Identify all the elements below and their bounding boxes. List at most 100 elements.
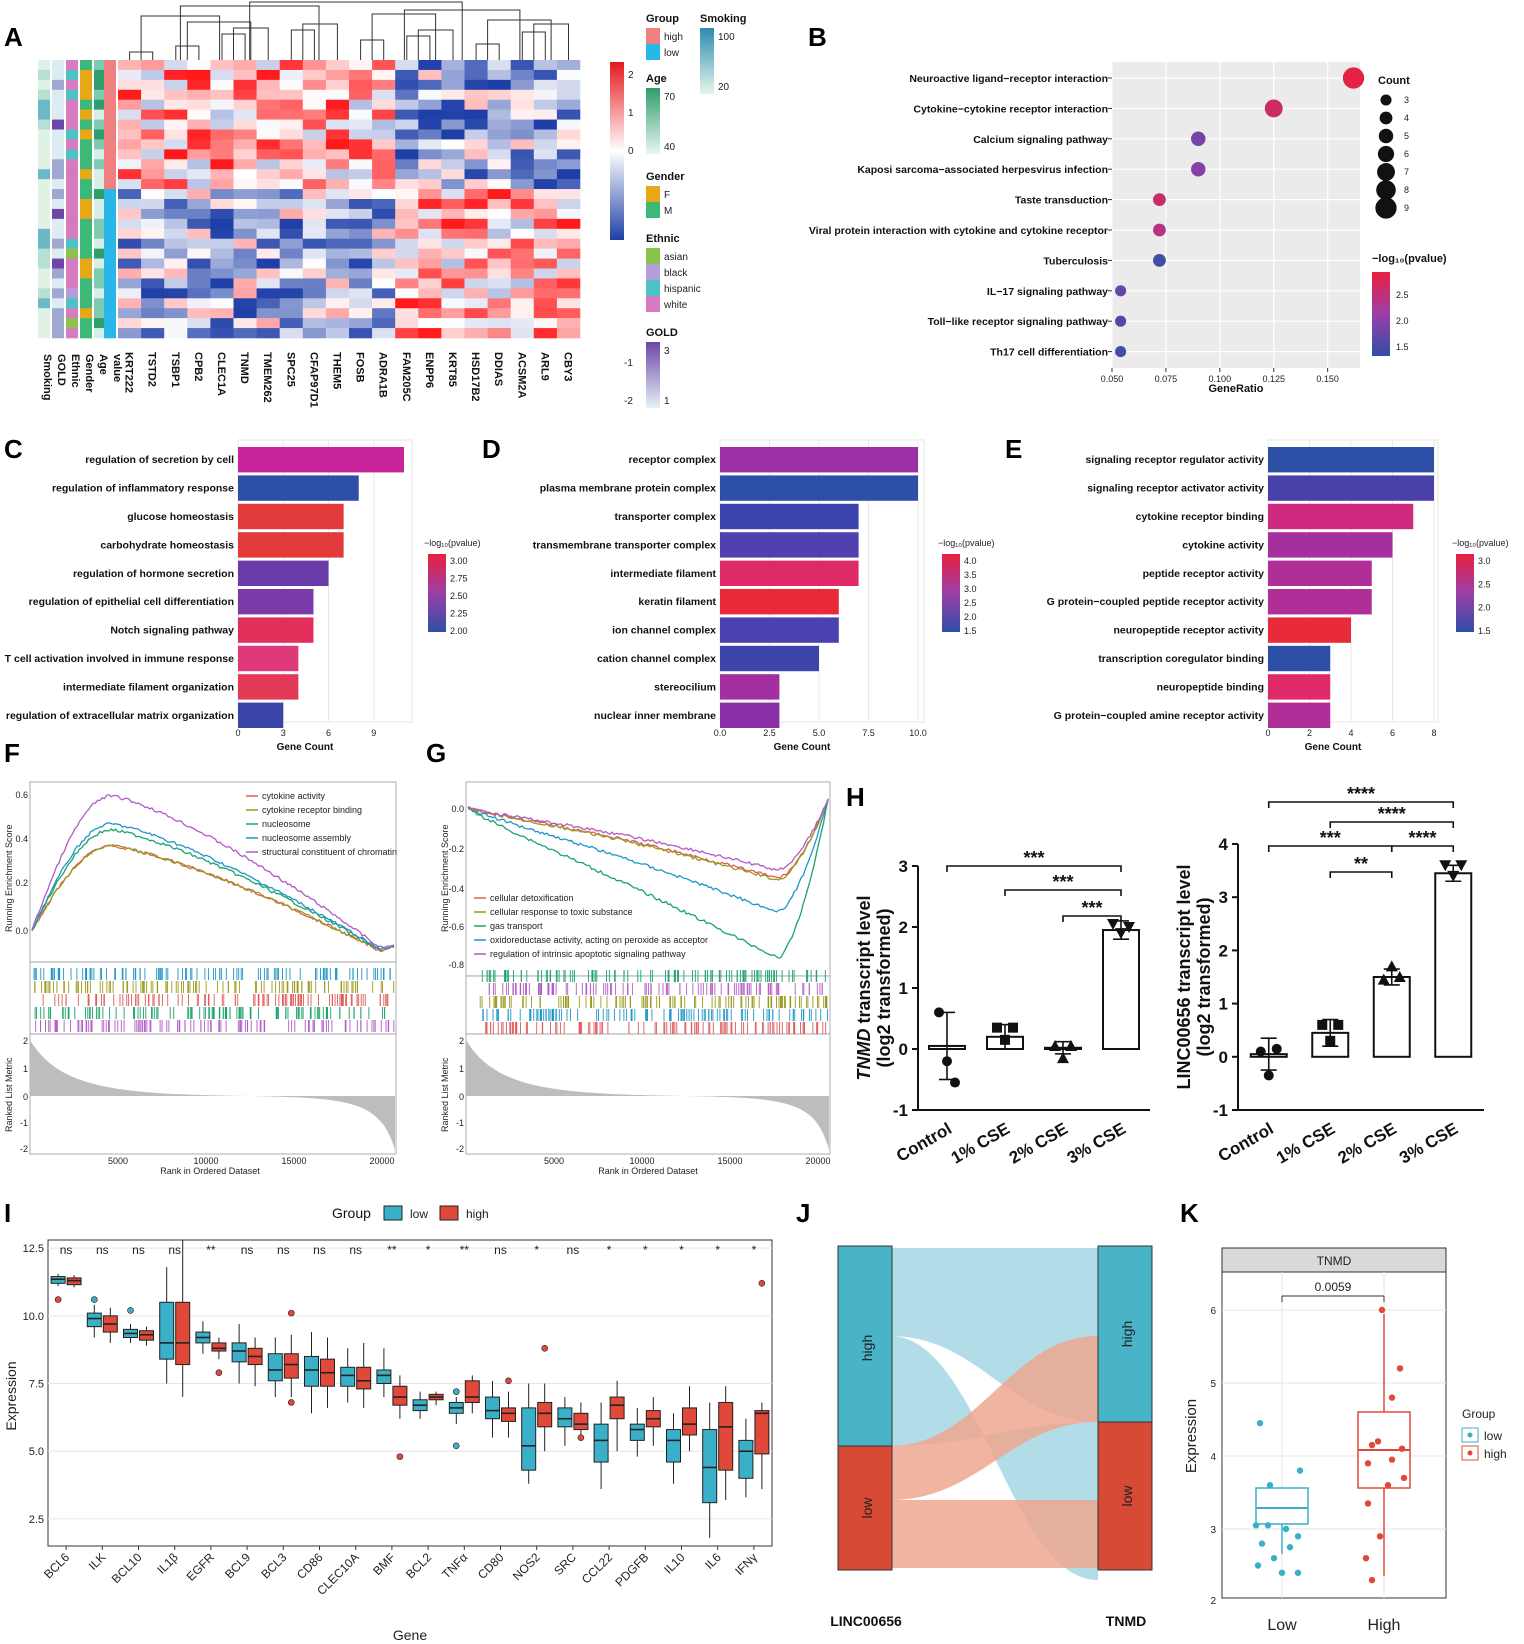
annot-smoking-cell xyxy=(38,328,50,339)
qpcr-point xyxy=(1455,860,1468,872)
qpcr-point xyxy=(942,1056,952,1067)
heatmap-cell xyxy=(164,139,188,150)
heatmap-cell xyxy=(164,199,188,210)
go-category-label: G protein−coupled peptide receptor activ… xyxy=(1047,596,1264,608)
heatmap-cell xyxy=(464,218,488,230)
panel-letter-f: F xyxy=(4,738,20,768)
gene-label: SPC25 xyxy=(284,352,296,387)
boxplot-significance: * xyxy=(534,1243,539,1257)
heatmap-cell xyxy=(556,179,581,190)
heatmap-cell xyxy=(464,238,488,249)
heatmap-cell xyxy=(164,298,188,309)
heatmap-cell xyxy=(349,189,373,200)
heatmap-cell xyxy=(556,218,581,230)
heatmap-cell xyxy=(441,89,465,101)
heatmap-cell xyxy=(279,179,304,190)
heatmap-cell xyxy=(256,189,280,200)
heatmap-cell xyxy=(464,119,488,130)
heatmap-cell xyxy=(256,99,280,110)
annot-age-cell xyxy=(94,89,104,101)
heatmap-cell xyxy=(349,79,373,91)
go-legend-tick: 4.0 xyxy=(964,556,977,566)
heatmap-cell xyxy=(141,199,165,210)
heatmap-cell xyxy=(464,99,488,110)
gsea-f-ytick-0: 0.6 xyxy=(15,790,28,800)
heatmap-cell xyxy=(325,119,350,130)
tnmd-pvalue: 0.0059 xyxy=(1315,1280,1352,1294)
legend-age-40: 40 xyxy=(664,142,676,153)
annot-gold-cell xyxy=(52,268,64,279)
kegg-category-label: Tuberculosis xyxy=(1043,255,1108,267)
heatmap-cell xyxy=(441,278,465,289)
gsea-g-y2tick-2: 0 xyxy=(459,1092,464,1102)
heatmap-cell xyxy=(510,218,535,230)
legend-age-title: Age xyxy=(646,73,667,85)
heatmap-cell xyxy=(187,159,211,170)
heatmap-cell xyxy=(556,308,581,319)
gsea-g-legend-3: oxidoreductase activity, acting on perox… xyxy=(490,935,708,945)
annot-value-cell xyxy=(104,288,116,299)
heatmap-cell xyxy=(487,328,511,339)
heatmap-cell xyxy=(556,89,581,101)
heatmap-cell xyxy=(464,199,488,210)
heatmap-cell xyxy=(510,208,535,220)
heatmap-cell xyxy=(487,238,511,249)
tnmd-legend-high: high xyxy=(1484,1447,1507,1461)
heatmap-cell xyxy=(233,149,257,160)
heatmap-cell xyxy=(141,79,165,91)
heatmap-cell xyxy=(349,238,373,249)
heatmap-panel: Smoking GOLD Ethnic Gender Age value KRT… xyxy=(38,1,746,408)
heatmap-cell xyxy=(487,89,511,101)
panel-letter-g: G xyxy=(426,738,446,768)
kegg-size-legend-dot xyxy=(1377,163,1395,181)
qpcr-sig-bracket xyxy=(1329,821,1455,828)
heatmap-cell xyxy=(349,318,373,329)
heatmap-cell xyxy=(325,129,350,140)
annot-smoking-cell xyxy=(38,238,50,249)
panel-letter-d: D xyxy=(482,434,501,464)
heatmap-cell xyxy=(510,149,535,160)
heatmap-cell xyxy=(279,288,304,299)
heatmap-cell xyxy=(464,288,488,299)
boxplot-box xyxy=(231,1342,247,1363)
gsea-f-xtick-1: 10000 xyxy=(193,1156,218,1166)
heatmap-cell xyxy=(279,109,304,120)
annot-ethnic-cell xyxy=(66,89,78,101)
heatmap-cell xyxy=(164,60,188,71)
heatmap-cell xyxy=(233,139,257,150)
gsea-g-ranked-metric xyxy=(466,1040,829,1150)
heatmap-cell xyxy=(510,79,535,91)
heatmap-labels: Smoking GOLD Ethnic Gender Age value xyxy=(41,354,123,400)
heatmap-cell xyxy=(510,199,535,210)
go-category-label: G protein−coupled amine receptor activit… xyxy=(1054,710,1265,722)
go-bar xyxy=(238,447,404,473)
tnmd-strip-title: TNMD xyxy=(1317,1254,1352,1268)
heatmap-cell xyxy=(210,99,234,110)
annot-value-cell xyxy=(104,169,116,180)
heatmap-cell xyxy=(279,298,304,309)
heatmap-cell xyxy=(141,298,165,309)
heatmap-cell xyxy=(441,208,465,220)
annot-value-cell xyxy=(104,139,116,150)
heatmap-cell xyxy=(256,109,280,120)
annot-smoking-cell xyxy=(38,189,50,200)
tnmd-point-low xyxy=(1254,1562,1262,1569)
annot-value-cell xyxy=(104,99,116,110)
heatmap-cell xyxy=(464,69,488,81)
qpcr-sig-bracket xyxy=(1390,845,1455,852)
gsea-g-ytick-4: -0.8 xyxy=(448,960,464,970)
boxplot-outlier xyxy=(215,1369,223,1376)
heatmap-cell xyxy=(418,258,442,269)
legend-swatch-asian xyxy=(646,248,660,264)
heatmap-cell xyxy=(210,238,234,249)
scale-tick-1: 1 xyxy=(628,108,634,119)
heatmap-cell xyxy=(395,169,419,180)
annot-age-cell xyxy=(94,109,104,120)
heatmap-cell xyxy=(256,159,280,170)
heatmap-cell xyxy=(302,89,327,101)
annot-age-cell xyxy=(94,278,104,289)
heatmap-cell xyxy=(279,218,304,230)
heatmap-cell xyxy=(441,298,465,309)
heatmap-cell xyxy=(187,109,211,120)
legend-smoking-20: 20 xyxy=(718,82,730,93)
